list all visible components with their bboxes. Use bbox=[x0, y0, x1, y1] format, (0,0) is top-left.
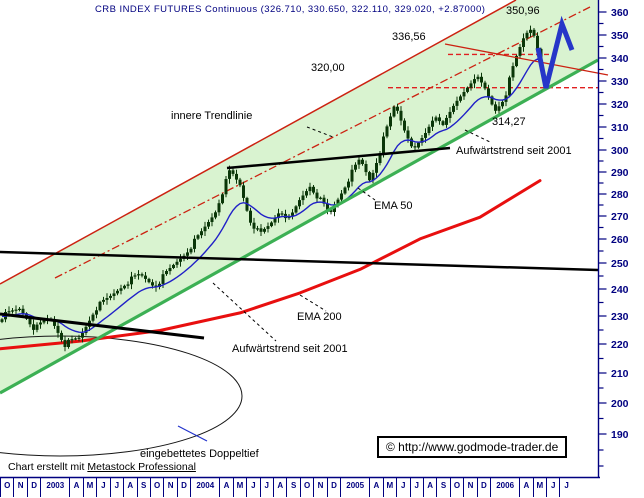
x-axis-year-label: 2003 bbox=[40, 478, 69, 497]
candlestick-series bbox=[0, 25, 543, 352]
y-axis-label: 360 bbox=[611, 7, 629, 19]
label-aufwaertstrend-left: Aufwärtstrend seit 2001 bbox=[232, 343, 348, 355]
x-axis-month-label: A bbox=[219, 478, 232, 497]
x-axis-month-label: M bbox=[232, 478, 246, 497]
ema50-line bbox=[1, 58, 542, 334]
y-axis-label: 300 bbox=[611, 145, 629, 157]
x-axis-month-label: D bbox=[476, 478, 490, 497]
label-innere-trendlinie: innere Trendlinie bbox=[171, 110, 253, 122]
chart-title: CRB INDEX FUTURES Continuous (326.710, 3… bbox=[95, 4, 486, 15]
x-axis-year-label: 2005 bbox=[340, 478, 369, 497]
y-axis-label: 270 bbox=[611, 211, 629, 223]
x-axis-month-label: S bbox=[436, 478, 449, 497]
label-ema200: EMA 200 bbox=[297, 311, 342, 323]
support-trendline-2001 bbox=[0, 58, 599, 395]
y-axis: 360 350 340 330 320 310 300 290 280 270 260 250 240 2… bbox=[0, 0, 629, 479]
x-axis-month-label: M bbox=[82, 478, 96, 497]
price-label-high: 350,96 bbox=[506, 5, 540, 17]
x-axis: O N D 2003 A M J J A S O N D 2004 A M J J A S O N D 2005 A M J J A S O… bbox=[0, 478, 598, 497]
x-axis-month-label: D bbox=[326, 478, 340, 497]
x-axis-month-label: J bbox=[396, 478, 409, 497]
footer-link[interactable]: Metastock Professional bbox=[87, 461, 196, 473]
price-label-support-level: 320,00 bbox=[311, 62, 345, 74]
y-axis-label: 310 bbox=[611, 122, 629, 134]
x-axis-month-label: N bbox=[313, 478, 326, 497]
y-axis-label: 190 bbox=[611, 429, 629, 441]
x-axis-month-label: N bbox=[13, 478, 26, 497]
x-axis-month-label: O bbox=[299, 478, 313, 497]
y-axis-label: 230 bbox=[611, 311, 629, 323]
left-downtrend-line bbox=[0, 312, 205, 340]
x-axis-month-label: N bbox=[163, 478, 176, 497]
outer-channel-line bbox=[0, 0, 517, 285]
x-axis-month-label: O bbox=[149, 478, 163, 497]
y-axis-label: 240 bbox=[611, 284, 629, 296]
x-axis-month-label: J bbox=[259, 478, 273, 497]
annotation-pointer bbox=[464, 129, 491, 143]
footer-text: Chart erstellt mit bbox=[8, 461, 88, 473]
label-doppeltief: eingebettetes Doppeltief bbox=[140, 448, 259, 460]
x-axis-month-label: A bbox=[519, 478, 532, 497]
projection-arrow bbox=[535, 15, 575, 89]
x-axis-month-label: J bbox=[109, 478, 123, 497]
x-axis-month-label: M bbox=[382, 478, 396, 497]
ellipse-pointer bbox=[177, 425, 208, 442]
y-axis-label: 350 bbox=[611, 30, 629, 42]
label-ema50: EMA 50 bbox=[374, 200, 413, 212]
y-axis-label: 320 bbox=[611, 99, 629, 111]
x-axis-year-label: 2004 bbox=[190, 478, 219, 497]
annotation-pointer bbox=[299, 294, 327, 312]
long-horizontal-resistance-line bbox=[0, 250, 599, 272]
short-downtrend-line bbox=[444, 43, 609, 76]
y-axis-label: 340 bbox=[611, 53, 629, 65]
x-axis-month-label: A bbox=[273, 478, 286, 497]
x-axis-month-label: J bbox=[546, 478, 559, 497]
ema200-line bbox=[0, 179, 542, 351]
x-axis-month-label: A bbox=[422, 478, 436, 497]
x-axis-month-label: O bbox=[449, 478, 463, 497]
x-axis-month-label: M bbox=[532, 478, 546, 497]
price-label-trend-touch: 314,27 bbox=[492, 116, 526, 128]
x-axis-month-label: A bbox=[123, 478, 136, 497]
y-axis-label: 260 bbox=[611, 234, 629, 246]
y-axis-label: 210 bbox=[611, 368, 629, 380]
x-axis-year-label: 2006 bbox=[490, 478, 519, 497]
x-axis-month-label: J bbox=[409, 478, 423, 497]
x-axis-month-label: J bbox=[246, 478, 259, 497]
annotation-pointer bbox=[212, 282, 277, 342]
footer-credit: Chart erstellt mit Metastock Professiona… bbox=[8, 461, 196, 473]
y-axis-label: 250 bbox=[611, 258, 629, 270]
label-aufwaertstrend-right: Aufwärtstrend seit 2001 bbox=[456, 145, 572, 157]
inner-trendline bbox=[54, 6, 591, 279]
watermark-url-box: © http://www.godmode-trader.de bbox=[377, 436, 568, 458]
y-axis-label: 330 bbox=[611, 76, 629, 88]
x-axis-month-label: D bbox=[176, 478, 190, 497]
x-axis-month-label: S bbox=[136, 478, 150, 497]
y-axis-label: 280 bbox=[611, 189, 629, 201]
price-label-resistance: 336,56 bbox=[392, 31, 426, 43]
x-axis-month-label: S bbox=[286, 478, 299, 497]
watermark-url: © http://www.godmode-trader.de bbox=[386, 440, 559, 454]
trend-channel-fill bbox=[0, 0, 598, 393]
x-axis-month-label: J bbox=[559, 478, 572, 497]
x-axis-month-label: D bbox=[26, 478, 40, 497]
y-axis-label: 220 bbox=[611, 339, 629, 351]
x-axis-month-label: A bbox=[369, 478, 382, 497]
y-axis-label: 200 bbox=[611, 398, 629, 410]
x-axis-month-label: N bbox=[463, 478, 476, 497]
swing-resistance-line bbox=[226, 146, 451, 170]
annotation-pointer bbox=[306, 126, 334, 138]
y-axis-label: 290 bbox=[611, 167, 629, 179]
x-axis-month-label: A bbox=[69, 478, 82, 497]
x-axis-month-label: J bbox=[96, 478, 109, 497]
x-axis-month-label: O bbox=[0, 478, 13, 497]
